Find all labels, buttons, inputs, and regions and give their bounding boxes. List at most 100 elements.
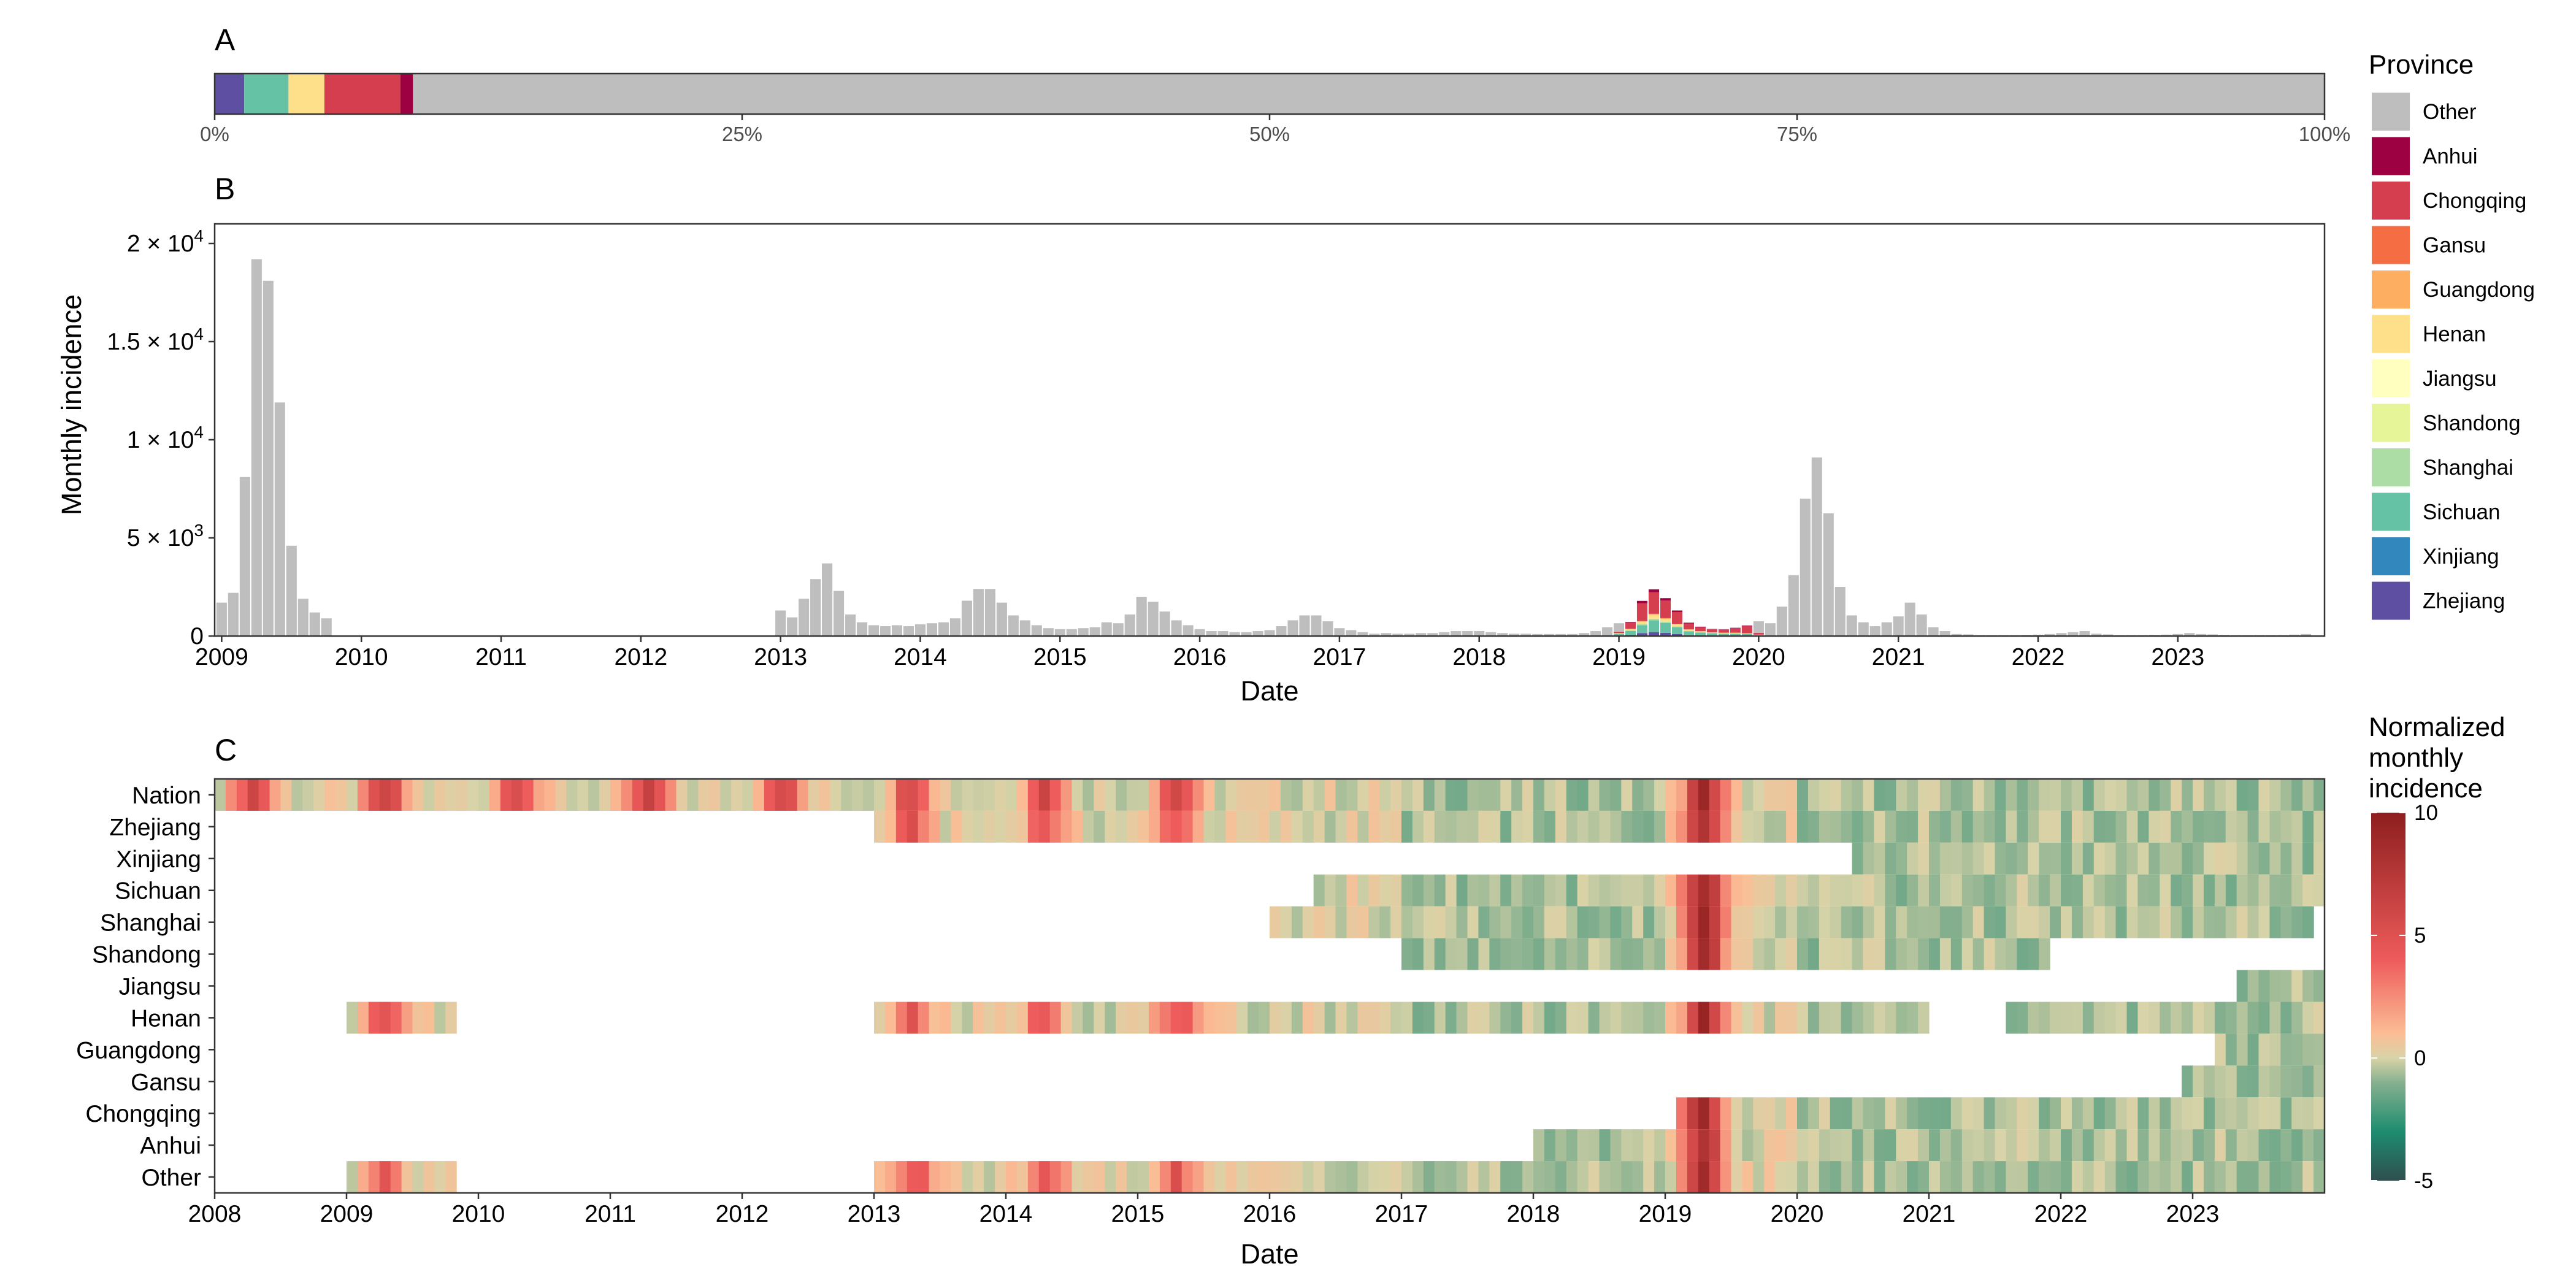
heat-cell: [1764, 779, 1776, 811]
heat-cell: [929, 1161, 941, 1193]
heat-cell: [2280, 1065, 2292, 1098]
heat-cell: [2039, 1002, 2050, 1034]
heat-cell: [2193, 1002, 2204, 1034]
heat-cell: [1863, 1002, 1875, 1034]
heat-cell: [1786, 810, 1798, 843]
heat-cell: [1841, 874, 1853, 907]
incidence-bar-other: [1811, 457, 1822, 636]
incidence-bar-other: [1183, 625, 1194, 636]
heat-cell: [2006, 779, 2017, 811]
heat-cell: [2093, 810, 2106, 843]
heat-cell: [1302, 906, 1314, 938]
heat-cell: [1478, 1161, 1490, 1193]
heat-cell: [1478, 779, 1490, 811]
heat-cell: [1588, 1129, 1600, 1162]
heat-cell: [1105, 1161, 1116, 1193]
panel-b-y-tick-label: 1.5 × 104: [107, 324, 204, 355]
heat-cell: [368, 1161, 380, 1193]
incidence-bar-other: [1520, 634, 1531, 636]
panel-c-x-tick-label: 2023: [2166, 1201, 2220, 1227]
heat-cell: [2302, 1065, 2314, 1098]
heat-cell: [2149, 842, 2160, 875]
heat-cell: [2160, 1097, 2171, 1130]
incidence-bar-chongqing: [1648, 592, 1660, 614]
heat-legend-title-1: Normalized: [2369, 712, 2505, 742]
incidence-bar-henan: [1718, 632, 1729, 634]
heat-cell: [2236, 906, 2248, 938]
heat-cell: [2039, 1161, 2050, 1193]
heat-cell: [2203, 1065, 2215, 1098]
heat-cell: [884, 810, 897, 843]
proportion-segment-other: [413, 74, 2325, 114]
heat-cell: [1929, 779, 1941, 811]
heat-cell: [1203, 779, 1216, 811]
incidence-bar-other: [1334, 628, 1345, 636]
incidence-bar-other: [1311, 615, 1322, 636]
heat-cell: [2104, 874, 2117, 907]
heat-cell: [1643, 938, 1655, 970]
heat-cell: [2160, 874, 2171, 907]
heat-cell: [1006, 779, 1018, 811]
panel-a-proportion-bar: 0% 25% 50% 75% 100%: [200, 72, 2350, 145]
heat-cell: [1885, 842, 1896, 875]
heat-cell: [1083, 810, 1094, 843]
heat-cell: [1961, 1097, 1974, 1130]
heat-cell: [1665, 1129, 1677, 1162]
incidence-bar-sichuan: [1718, 634, 1729, 636]
heat-cell: [742, 779, 754, 811]
heat-cell: [511, 779, 523, 811]
heat-cell: [2258, 1097, 2271, 1130]
heat-cell: [1841, 938, 1853, 970]
heat-cell: [1939, 906, 1952, 938]
panel-b-incidence-bars: 0 5 × 103 1 × 104 1.5 × 104 2 × 104 2009 2010 2…: [107, 223, 2326, 670]
heat-cell: [1621, 938, 1633, 970]
heat-cell: [1742, 906, 1754, 938]
heat-cell: [1379, 779, 1391, 811]
heat-cell: [1434, 810, 1446, 843]
heat-cell: [2182, 1129, 2193, 1162]
heat-cell: [2258, 970, 2271, 1002]
heat-cell: [2006, 906, 2017, 938]
heat-cell: [1852, 1129, 1864, 1162]
heat-cell: [1797, 1097, 1809, 1130]
heat-cell: [1984, 1097, 1996, 1130]
heat-cell: [1225, 1002, 1237, 1034]
heat-cell: [1610, 1161, 1622, 1193]
heat-cell: [2115, 906, 2128, 938]
incidence-bar-other: [286, 545, 297, 636]
heat-cell: [2039, 1097, 2050, 1130]
incidence-bar-other: [1846, 615, 1857, 636]
heat-cell: [1181, 1002, 1194, 1034]
heat-cell: [1807, 779, 1820, 811]
heat-cell: [1676, 906, 1688, 938]
legend-swatch-anhui: [2371, 136, 2411, 177]
heat-cell: [1654, 810, 1666, 843]
heat-cell: [1105, 779, 1116, 811]
incidence-bar-other: [1229, 632, 1240, 636]
heat-cell: [1127, 810, 1138, 843]
incidence-bar-other: [1241, 632, 1252, 636]
heat-cell: [1852, 1002, 1864, 1034]
heat-cell: [2149, 906, 2160, 938]
heat-cell: [533, 779, 545, 811]
heat-cell: [1259, 1161, 1270, 1193]
heat-cell: [1060, 1002, 1073, 1034]
heat-cell: [2137, 842, 2149, 875]
heat-cell: [1961, 842, 1974, 875]
heat-cell: [1676, 1129, 1688, 1162]
heat-cell: [1599, 1161, 1611, 1193]
heat-cell: [940, 1002, 952, 1034]
heat-cell: [863, 779, 875, 811]
heat-cell: [2126, 1161, 2139, 1193]
heat-cell: [1610, 938, 1622, 970]
heat-cell: [1555, 938, 1567, 970]
incidence-bar-other: [1416, 633, 1427, 636]
incidence-bar-sichuan: [1636, 625, 1648, 634]
panel-c-x-tick-label: 2008: [188, 1201, 242, 1227]
heat-cell: [347, 779, 358, 811]
heat-cell: [1676, 1097, 1688, 1130]
heat-cell: [841, 779, 853, 811]
heat-cell: [2236, 1002, 2248, 1034]
heat-cell: [2225, 906, 2237, 938]
heat-cell: [895, 1161, 908, 1193]
